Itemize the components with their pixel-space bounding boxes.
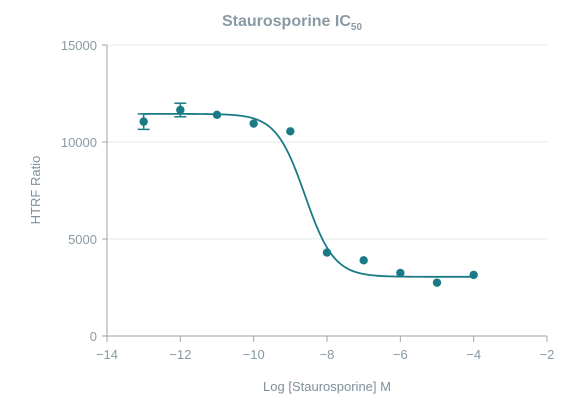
y-tick-label: 10000 xyxy=(61,135,97,150)
x-tick-label: −4 xyxy=(466,347,481,362)
x-tick-label: −6 xyxy=(393,347,408,362)
data-point xyxy=(432,278,442,287)
x-tick-label: −8 xyxy=(320,347,335,362)
fit-curve-layer xyxy=(143,112,474,278)
data-point xyxy=(249,119,258,128)
y-tick-label: 15000 xyxy=(61,38,97,53)
y-tick-label: 5000 xyxy=(68,232,97,247)
data-point xyxy=(396,268,405,278)
chart-title: Staurosporine IC50 xyxy=(222,13,362,33)
axes xyxy=(102,44,548,342)
data-point xyxy=(176,105,185,115)
y-axis-label: HTRF Ratio xyxy=(28,156,43,225)
x-tick-label: −10 xyxy=(243,347,265,362)
data-point xyxy=(139,117,148,126)
y-tick-label: 0 xyxy=(90,329,97,344)
data-point xyxy=(286,127,295,136)
x-tick-label: −14 xyxy=(96,347,118,362)
data-point xyxy=(322,248,332,257)
chart-title-subscript: 50 xyxy=(351,22,363,33)
tick-labels: 0 5000 10000 15000 −14 −12 −10 −8 −6 −4 −2 xyxy=(61,38,555,362)
x-axis-label: Log [Staurosporine] M xyxy=(263,379,391,394)
x-tick-label: −2 xyxy=(540,347,555,362)
fit-curve xyxy=(143,112,474,278)
gridlines xyxy=(107,44,547,240)
data-point xyxy=(359,256,368,265)
data-point xyxy=(469,270,478,280)
data-point xyxy=(212,110,222,120)
data-points-layer xyxy=(137,102,478,287)
x-tick-label: −12 xyxy=(169,347,191,362)
